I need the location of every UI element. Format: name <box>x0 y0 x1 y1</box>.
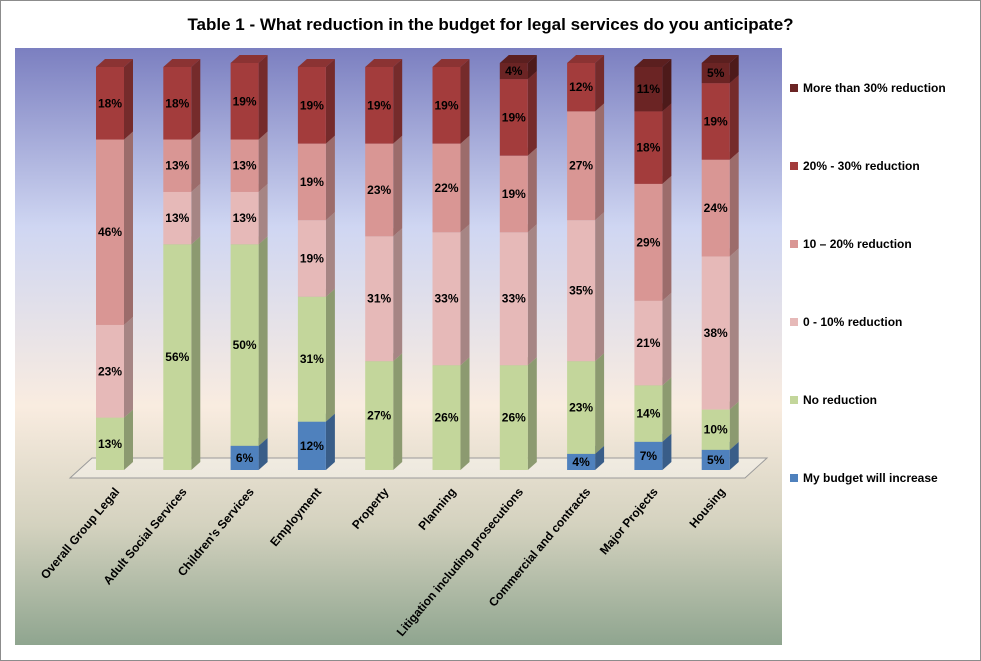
bar-segment-20-30-reduction-litigation-including-prosecutions <box>499 71 537 156</box>
data-label-10-20-reduction-planning: 22% <box>434 181 458 195</box>
legend-label: More than 30% reduction <box>803 81 946 95</box>
legend-label: 10 – 20% reduction <box>803 237 912 251</box>
data-label-20-30-reduction-litigation-including-prosecutions: 19% <box>502 110 526 124</box>
data-label-0-10-reduction-employment: 19% <box>300 251 324 265</box>
data-label-10-20-reduction-employment: 19% <box>300 175 324 189</box>
bar-segment-more-than-30-reduction-housing <box>701 54 739 84</box>
data-label-my-budget-will-increase-housing: 5% <box>707 453 725 467</box>
data-label-my-budget-will-increase-employment: 12% <box>300 439 324 453</box>
data-label-0-10-reduction-children-s-services: 13% <box>233 211 257 225</box>
bar-segment-10-20-reduction-commercial-and-contracts <box>567 103 605 221</box>
bar-segment-more-than-30-reduction-major-projects <box>634 59 672 112</box>
data-label-10-20-reduction-children-s-services: 13% <box>233 159 257 173</box>
data-label-no-reduction-property: 27% <box>367 409 391 423</box>
bar-segment-20-30-reduction-overall-group-legal <box>96 59 133 140</box>
legend-item-more-than-30-reduction: More than 30% reduction <box>790 81 946 95</box>
legend: More than 30% reduction 20% - 30% reducti… <box>790 81 946 485</box>
bar-segment-no-reduction-employment <box>297 288 335 422</box>
data-label-20-30-reduction-property: 19% <box>367 98 391 112</box>
legend-item-20-30-reduction: 20% - 30% reduction <box>790 159 920 173</box>
bars <box>96 54 739 470</box>
data-label-0-10-reduction-commercial-and-contracts: 35% <box>569 284 593 298</box>
legend-swatch <box>790 474 798 482</box>
legend-label: My budget will increase <box>803 471 938 485</box>
data-label-my-budget-will-increase-children-s-services: 6% <box>236 451 254 465</box>
data-label-10-20-reduction-commercial-and-contracts: 27% <box>569 159 593 173</box>
data-label-0-10-reduction-major-projects: 21% <box>636 336 660 350</box>
bar-segment-no-reduction-major-projects <box>634 377 672 442</box>
data-label-10-20-reduction-property: 23% <box>367 183 391 197</box>
data-label-10-20-reduction-litigation-including-prosecutions: 19% <box>502 187 526 201</box>
data-label-no-reduction-commercial-and-contracts: 23% <box>569 401 593 415</box>
bar-segment-my-budget-will-increase-employment <box>297 413 335 470</box>
data-labels: 13% 23% 46% 18% 56% 13% 13% 18% 6% 50% 13% 13% 19% 12… <box>98 64 728 469</box>
legend-item-my-budget-will-increase: My budget will increase <box>790 471 938 485</box>
data-label-0-10-reduction-planning: 33% <box>434 292 458 306</box>
data-label-no-reduction-adult-social-services: 56% <box>165 350 189 364</box>
data-label-my-budget-will-increase-commercial-and-contracts: 4% <box>572 455 590 469</box>
data-label-more-than-30-reduction-major-projects: 11% <box>637 82 661 96</box>
legend-label: No reduction <box>803 393 877 407</box>
data-label-no-reduction-overall-group-legal: 13% <box>98 437 122 451</box>
data-label-10-20-reduction-housing: 24% <box>704 201 728 215</box>
data-label-no-reduction-employment: 31% <box>300 352 324 366</box>
legend-item-10-20-reduction: 10 – 20% reduction <box>790 237 912 251</box>
legend-swatch <box>790 84 798 92</box>
data-label-20-30-reduction-children-s-services: 19% <box>233 94 257 108</box>
bar-segment-20-30-reduction-adult-social-services <box>163 59 201 140</box>
data-label-20-30-reduction-planning: 19% <box>434 98 458 112</box>
bar-segment-20-30-reduction-employment <box>297 59 335 144</box>
legend-swatch <box>790 396 798 404</box>
data-label-20-30-reduction-adult-social-services: 18% <box>165 96 189 110</box>
data-label-no-reduction-litigation-including-prosecutions: 26% <box>502 411 526 425</box>
bar-segment-0-10-reduction-commercial-and-contracts <box>567 212 605 362</box>
data-label-10-20-reduction-major-projects: 29% <box>636 235 660 249</box>
legend-swatch <box>790 162 798 170</box>
data-label-0-10-reduction-litigation-including-prosecutions: 33% <box>502 292 526 306</box>
data-label-0-10-reduction-adult-social-services: 13% <box>165 211 189 225</box>
data-label-more-than-30-reduction-litigation-including-prosecutions: 4% <box>505 64 523 78</box>
legend-swatch <box>790 318 798 326</box>
data-label-my-budget-will-increase-major-projects: 7% <box>640 449 658 463</box>
bar-segment-20-30-reduction-planning <box>432 59 470 144</box>
bar-segment-10-20-reduction-housing <box>701 151 739 257</box>
data-label-no-reduction-children-s-services: 50% <box>233 338 257 352</box>
chart-title: Table 1 - What reduction in the budget f… <box>187 15 794 34</box>
data-label-20-30-reduction-employment: 19% <box>300 98 324 112</box>
data-label-10-20-reduction-adult-social-services: 13% <box>165 159 189 173</box>
bar-segment-20-30-reduction-property <box>365 59 403 144</box>
data-label-20-30-reduction-major-projects: 18% <box>636 141 660 155</box>
legend-swatch <box>790 240 798 248</box>
bar-segment-20-30-reduction-children-s-services <box>230 54 268 140</box>
data-label-0-10-reduction-property: 31% <box>367 292 391 306</box>
data-label-no-reduction-major-projects: 14% <box>636 407 660 421</box>
bar-segment-0-10-reduction-housing <box>701 248 739 410</box>
data-label-10-20-reduction-overall-group-legal: 46% <box>98 225 122 239</box>
bar-segment-more-than-30-reduction-litigation-including-prosecutions <box>499 54 537 80</box>
data-label-20-30-reduction-overall-group-legal: 18% <box>98 96 122 110</box>
data-label-no-reduction-housing: 10% <box>704 423 728 437</box>
data-label-more-than-30-reduction-housing: 5% <box>707 66 725 80</box>
bar-segment-20-30-reduction-commercial-and-contracts <box>567 54 605 112</box>
data-label-0-10-reduction-housing: 38% <box>704 326 728 340</box>
legend-item-no-reduction: No reduction <box>790 393 877 407</box>
legend-item-0-10-reduction: 0 - 10% reduction <box>790 315 902 329</box>
legend-label: 20% - 30% reduction <box>803 159 920 173</box>
bar-segment-0-10-reduction-major-projects <box>634 292 672 386</box>
bar-segment-no-reduction-planning <box>432 357 470 470</box>
data-label-0-10-reduction-overall-group-legal: 23% <box>98 364 122 378</box>
data-label-no-reduction-planning: 26% <box>434 411 458 425</box>
data-label-20-30-reduction-housing: 19% <box>704 114 728 128</box>
data-label-20-30-reduction-commercial-and-contracts: 12% <box>569 80 593 94</box>
legend-label: 0 - 10% reduction <box>803 315 902 329</box>
bar-segment-no-reduction-adult-social-services <box>163 236 201 470</box>
